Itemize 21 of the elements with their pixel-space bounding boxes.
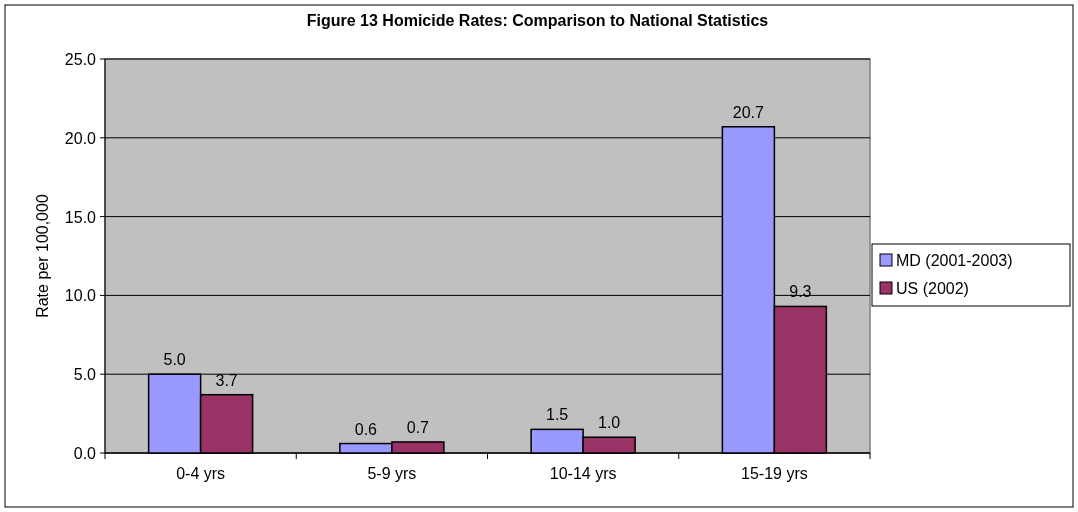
data-label: 0.6 bbox=[354, 420, 378, 438]
data-label: 20.7 bbox=[732, 103, 765, 121]
y-tick-label: 5.0 bbox=[73, 366, 97, 384]
x-tick-label: 15-19 yrs bbox=[741, 465, 808, 482]
data-label: 1.0 bbox=[598, 414, 621, 432]
data-label: 1.5 bbox=[546, 406, 569, 424]
legend-label: US (2002) bbox=[896, 280, 969, 297]
y-tick-label: 0.0 bbox=[73, 445, 97, 462]
legend-label: MD (2001-2003) bbox=[896, 252, 1013, 269]
x-tick-label: 10-14 yrs bbox=[549, 465, 617, 482]
data-label: 0.7 bbox=[406, 418, 430, 436]
y-tick-label: 25.0 bbox=[64, 51, 97, 68]
y-axis-title: Rate per 100,000 bbox=[34, 194, 51, 318]
x-tick-label: 5-9 yrs bbox=[367, 465, 417, 482]
data-label: 5.0 bbox=[163, 351, 186, 369]
y-tick-label: 15.0 bbox=[64, 208, 97, 226]
x-tick-label: 0-4 yrs bbox=[176, 465, 226, 482]
data-label: 3.7 bbox=[215, 371, 238, 389]
y-tick-label: 20.0 bbox=[64, 129, 97, 147]
y-tick-label: 10.0 bbox=[64, 287, 97, 305]
chart-title: Figure 13 Homicide Rates: Comparison to National Statistics bbox=[306, 12, 769, 29]
